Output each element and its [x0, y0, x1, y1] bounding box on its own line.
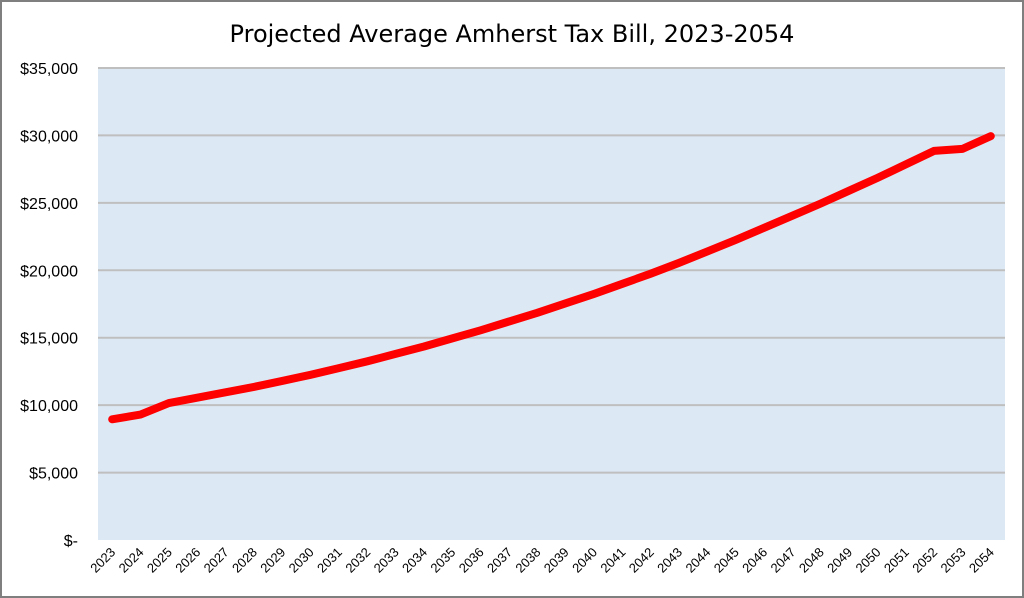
x-tick-label: 2042 — [626, 545, 657, 576]
series-lines — [108, 132, 995, 424]
gridlines — [98, 67, 1005, 474]
data-point — [395, 353, 397, 355]
data-point — [933, 150, 935, 152]
y-tick-label: $- — [64, 533, 78, 550]
x-tick-label: 2024 — [116, 545, 147, 576]
x-tick-label: 2030 — [286, 545, 317, 576]
x-tick-label: 2028 — [229, 545, 260, 576]
data-point — [451, 337, 453, 339]
data-point — [848, 190, 850, 192]
data-point — [196, 397, 198, 399]
data-point — [593, 293, 595, 295]
x-tick-label: 2045 — [711, 545, 742, 576]
x-tick-label: 2026 — [172, 545, 203, 576]
data-point — [140, 414, 142, 416]
data-point — [735, 239, 737, 241]
data-point — [480, 329, 482, 331]
data-point — [961, 148, 963, 150]
x-tick-label: 2027 — [201, 545, 232, 576]
data-point — [905, 163, 907, 165]
data-point — [990, 135, 992, 137]
x-tick-label: 2034 — [399, 545, 430, 576]
x-tick-label: 2038 — [512, 545, 543, 576]
x-tick-label: 2039 — [541, 545, 572, 576]
x-tick-label: 2040 — [569, 545, 600, 576]
series-line — [108, 132, 995, 424]
x-tick-label: 2033 — [371, 545, 402, 576]
data-point — [168, 402, 170, 404]
data-point — [791, 215, 793, 217]
x-tick-label: 2046 — [739, 545, 770, 576]
y-tick-label: $15,000 — [20, 331, 78, 348]
data-point — [820, 203, 822, 205]
x-tick-label: 2050 — [853, 545, 884, 576]
x-tick-label: 2032 — [342, 545, 373, 576]
x-tick-label: 2053 — [938, 545, 969, 576]
data-point — [565, 302, 567, 304]
data-point — [253, 386, 255, 388]
data-point — [621, 283, 623, 285]
y-tick-label: $25,000 — [20, 196, 78, 213]
data-point — [706, 250, 708, 252]
y-tick-label: $30,000 — [20, 128, 78, 145]
y-axis: $- $5,000 $10,000 $15,000 $20,000 $25,000 $30,… — [20, 61, 78, 550]
data-point — [508, 321, 510, 323]
y-tick-label: $20,000 — [20, 263, 78, 280]
data-point — [111, 418, 113, 420]
x-tick-label: 2043 — [654, 545, 685, 576]
data-point — [423, 345, 425, 347]
x-tick-label: 2041 — [597, 545, 628, 576]
data-point — [281, 380, 283, 382]
x-tick-label: 2025 — [144, 545, 175, 576]
chart-title: Projected Average Amherst Tax Bill, 2023… — [229, 20, 795, 48]
x-tick-label: 2047 — [767, 545, 798, 576]
x-tick-label: 2029 — [257, 545, 288, 576]
data-point — [310, 374, 312, 376]
x-tick-label: 2031 — [314, 545, 345, 576]
x-tick-label: 2023 — [87, 545, 118, 576]
x-tick-label: 2051 — [881, 545, 912, 576]
y-tick-label: $5,000 — [29, 466, 78, 483]
x-tick-label: 2048 — [796, 545, 827, 576]
data-point — [225, 391, 227, 393]
x-axis: 2023202420252026202720282029203020312032… — [87, 545, 997, 576]
data-point — [650, 273, 652, 275]
x-tick-label: 2044 — [682, 545, 713, 576]
data-point — [678, 262, 680, 264]
data-point — [876, 177, 878, 179]
data-point — [366, 360, 368, 362]
y-tick-label: $10,000 — [20, 398, 78, 415]
x-tick-label: 2049 — [824, 545, 855, 576]
x-tick-label: 2054 — [966, 545, 997, 576]
x-tick-label: 2037 — [484, 545, 515, 576]
y-tick-label: $35,000 — [20, 61, 78, 78]
data-point — [338, 367, 340, 369]
x-tick-label: 2052 — [909, 545, 940, 576]
x-tick-label: 2036 — [456, 545, 487, 576]
data-point — [763, 227, 765, 229]
data-point — [536, 312, 538, 314]
x-tick-label: 2035 — [427, 545, 458, 576]
